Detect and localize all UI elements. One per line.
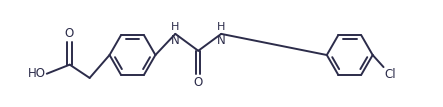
Text: Cl: Cl xyxy=(384,68,396,81)
Text: O: O xyxy=(194,76,203,88)
Text: O: O xyxy=(64,27,73,40)
Text: HO: HO xyxy=(27,67,46,80)
Text: N: N xyxy=(217,34,225,47)
Text: N: N xyxy=(171,34,180,47)
Text: H: H xyxy=(171,22,179,32)
Text: H: H xyxy=(217,22,225,32)
